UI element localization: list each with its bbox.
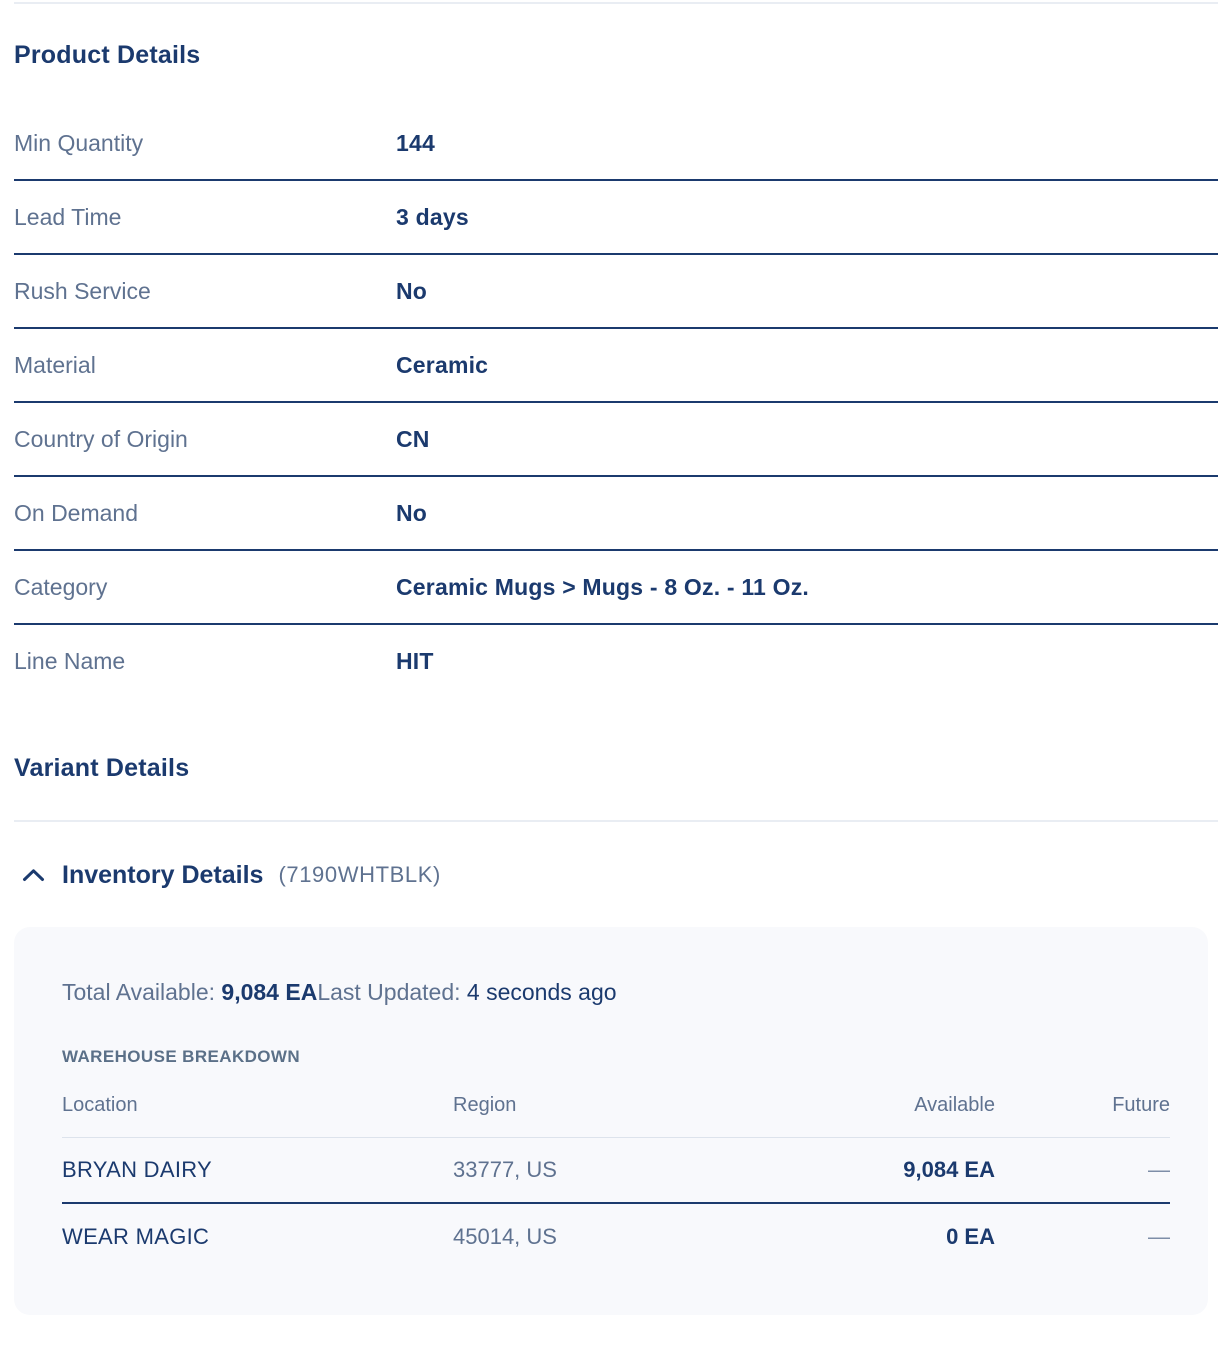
detail-row-on-demand: On Demand No (14, 477, 1218, 551)
top-divider (14, 2, 1218, 4)
warehouse-location: WEAR MAGIC (62, 1224, 210, 1249)
warehouse-region: 45014, US (453, 1224, 557, 1249)
detail-label: Material (14, 351, 96, 378)
variant-sku-code: (7190WHTBLK) (278, 862, 441, 887)
detail-row-material: Material Ceramic (14, 329, 1218, 403)
detail-label: Min Quantity (14, 129, 144, 156)
warehouse-table: Location Region Available Future BRYAN D… (62, 1093, 1170, 1270)
column-header-future: Future (1112, 1094, 1170, 1116)
detail-row-category: Category Ceramic Mugs > Mugs - 8 Oz. - 1… (14, 551, 1218, 625)
detail-value: HIT (396, 647, 434, 674)
detail-value: No (396, 499, 428, 526)
detail-row-country-of-origin: Country of Origin CN (14, 403, 1218, 477)
warehouse-breakdown-label: WAREHOUSE BREAKDOWN (62, 1047, 301, 1066)
detail-value: 3 days (396, 203, 469, 230)
column-header-region: Region (453, 1094, 517, 1116)
last-updated-label: Last Updated: (317, 979, 467, 1005)
table-row: WEAR MAGIC 45014, US 0 EA — (62, 1204, 1170, 1270)
detail-label: Lead Time (14, 203, 122, 230)
warehouse-table-header: Location Region Available Future (62, 1093, 1170, 1138)
column-header-available: Available (914, 1094, 995, 1116)
detail-row-min-quantity: Min Quantity 144 (14, 107, 1218, 181)
warehouse-available: 9,084 EA (903, 1157, 995, 1182)
warehouse-available: 0 EA (946, 1224, 995, 1249)
warehouse-location: BRYAN DAIRY (62, 1157, 213, 1182)
detail-row-line-name: Line Name HIT (14, 625, 1218, 697)
warehouse-future: — (1148, 1224, 1170, 1249)
total-available-value: 9,084 EA (221, 979, 318, 1005)
detail-value: 144 (396, 129, 435, 156)
warehouse-region: 33777, US (453, 1157, 557, 1182)
total-available-label: Total Available: (62, 979, 222, 1005)
warehouse-future: — (1148, 1157, 1170, 1182)
variant-details-title: Variant Details (14, 754, 190, 782)
last-updated-value: 4 seconds ago (466, 979, 617, 1005)
inventory-card: Total Available: 9,084 EALast Updated: 4… (14, 927, 1208, 1315)
product-details-title: Product Details (14, 41, 201, 69)
inventory-details-toggle[interactable]: Inventory Details (7190WHTBLK) (22, 860, 1218, 890)
table-row: BRYAN DAIRY 33777, US 9,084 EA — (62, 1138, 1170, 1204)
detail-row-rush-service: Rush Service No (14, 255, 1218, 329)
chevron-up-icon[interactable] (22, 868, 45, 882)
detail-label: Rush Service (14, 277, 151, 304)
detail-row-lead-time: Lead Time 3 days (14, 181, 1218, 255)
inventory-details-title: Inventory Details (62, 860, 264, 889)
detail-label: Country of Origin (14, 425, 188, 452)
detail-label: Category (14, 573, 108, 600)
detail-label: Line Name (14, 647, 126, 674)
section-divider (14, 820, 1218, 822)
detail-value: No (396, 277, 428, 304)
detail-value: Ceramic Mugs > Mugs - 8 Oz. - 11 Oz. (396, 573, 810, 600)
detail-value: Ceramic (396, 351, 489, 378)
detail-label: On Demand (14, 499, 139, 526)
inventory-summary: Total Available: 9,084 EALast Updated: 4… (62, 977, 1170, 1007)
product-details-table: Min Quantity 144 Lead Time 3 days Rush S… (14, 107, 1218, 697)
column-header-location: Location (62, 1094, 138, 1116)
detail-value: CN (396, 425, 430, 452)
